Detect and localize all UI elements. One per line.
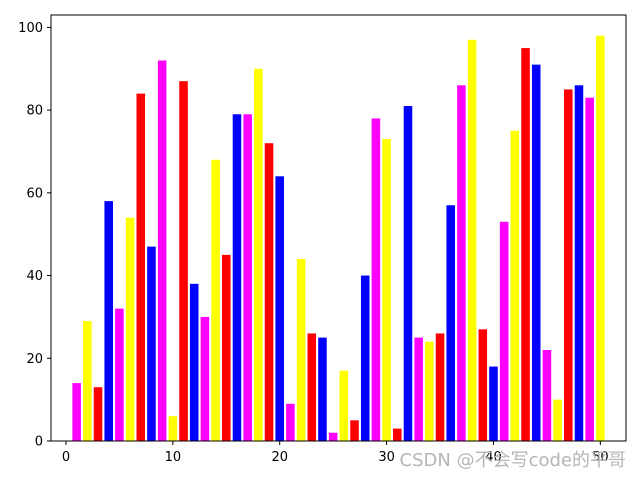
bar-44 [531,64,541,441]
bar-41 [499,221,509,441]
bar-43 [521,48,530,442]
bar-12 [189,283,199,441]
bar-30 [382,139,391,441]
bar-35 [435,333,445,441]
bar-29 [371,118,381,442]
bar-49 [585,97,594,441]
bar-33 [414,337,423,441]
bar-50 [596,35,605,442]
bar-26 [339,370,349,441]
bar-34 [425,341,434,441]
bar-10 [168,416,178,441]
bar-5 [115,308,124,441]
y-tick-label: 80 [26,104,43,119]
bar-2 [83,321,92,441]
bar-7 [136,93,146,441]
bar-6 [125,217,135,441]
bar-19 [264,143,274,441]
bar-17 [243,114,252,441]
bar-47 [564,89,573,441]
bars-group [72,35,605,442]
bar-9 [157,60,167,441]
bar-25 [328,432,338,441]
bar-46 [553,399,562,441]
x-axis-ticks: 0 10 20 30 40 50 [62,441,609,465]
bar-31 [393,428,402,441]
bar-11 [179,81,188,442]
bar-40 [489,366,498,441]
y-tick-label: 0 [35,435,43,450]
y-tick-label: 20 [26,352,43,367]
x-tick-label: 10 [165,450,182,465]
watermark: CSDN @不会写code的平哥 [399,450,626,471]
bar-1 [72,383,81,441]
x-tick-label: 50 [592,450,609,465]
x-tick-label: 30 [378,450,395,465]
y-tick-label: 60 [26,186,43,201]
bar-20 [275,176,284,442]
bar-3 [93,387,103,441]
bar-8 [147,246,156,441]
bar-32 [403,105,413,442]
bar-28 [360,275,370,441]
bar-23 [307,333,317,441]
bar-37 [457,85,466,441]
x-tick-label: 40 [485,450,502,465]
y-tick-label: 100 [18,21,43,36]
bar-21 [286,403,295,441]
y-axis-ticks: 0 20 40 60 80 100 [18,21,51,450]
bar-45 [542,350,552,441]
bar-48 [574,85,584,441]
bar-42 [510,130,520,441]
x-tick-label: 20 [271,450,288,465]
bar-14 [211,159,220,441]
x-tick-label: 0 [62,450,70,465]
bar-27 [350,420,359,441]
bar-38 [467,39,477,441]
bar-13 [200,316,210,441]
y-tick-label: 40 [26,269,43,284]
bar-15 [222,254,231,441]
bar-4 [104,201,113,441]
bar-39 [478,329,488,441]
bar-22 [296,259,306,441]
bar-16 [232,114,242,441]
bar-18 [254,68,263,442]
bar-36 [446,205,455,441]
axes-frame [50,14,627,442]
bar-24 [318,337,327,441]
